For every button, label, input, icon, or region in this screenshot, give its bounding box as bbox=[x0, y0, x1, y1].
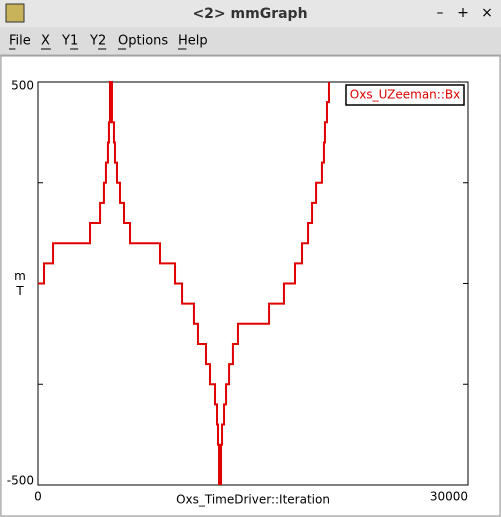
x-tick-label: 0 bbox=[34, 490, 42, 504]
menu-item[interactable]: Options bbox=[118, 34, 168, 49]
graph-canvas bbox=[0, 55, 501, 517]
menu-item[interactable]: Help bbox=[178, 34, 208, 49]
close-button[interactable]: × bbox=[481, 5, 493, 21]
x-axis-label: Oxs_TimeDriver::Iteration bbox=[176, 493, 330, 507]
menu-item[interactable]: File bbox=[9, 34, 31, 49]
y-tick-label: -500 bbox=[7, 474, 34, 488]
minimize-button[interactable]: – bbox=[437, 5, 444, 21]
maximize-button[interactable]: + bbox=[457, 5, 469, 21]
data-line bbox=[38, 81, 330, 485]
x-tick-label: 30000 bbox=[430, 490, 468, 504]
window-title: <2> mmGraph bbox=[192, 6, 307, 22]
menu-item[interactable]: Y2 bbox=[89, 34, 106, 49]
app-icon bbox=[5, 3, 25, 23]
legend-entry: Oxs_UZeeman::Bx bbox=[350, 88, 460, 102]
legend-box bbox=[345, 84, 465, 106]
menu-item[interactable]: X bbox=[41, 34, 50, 49]
y-tick-label: 500 bbox=[11, 79, 34, 93]
menu-item[interactable]: Y1 bbox=[61, 34, 78, 49]
title-bar bbox=[0, 0, 501, 27]
